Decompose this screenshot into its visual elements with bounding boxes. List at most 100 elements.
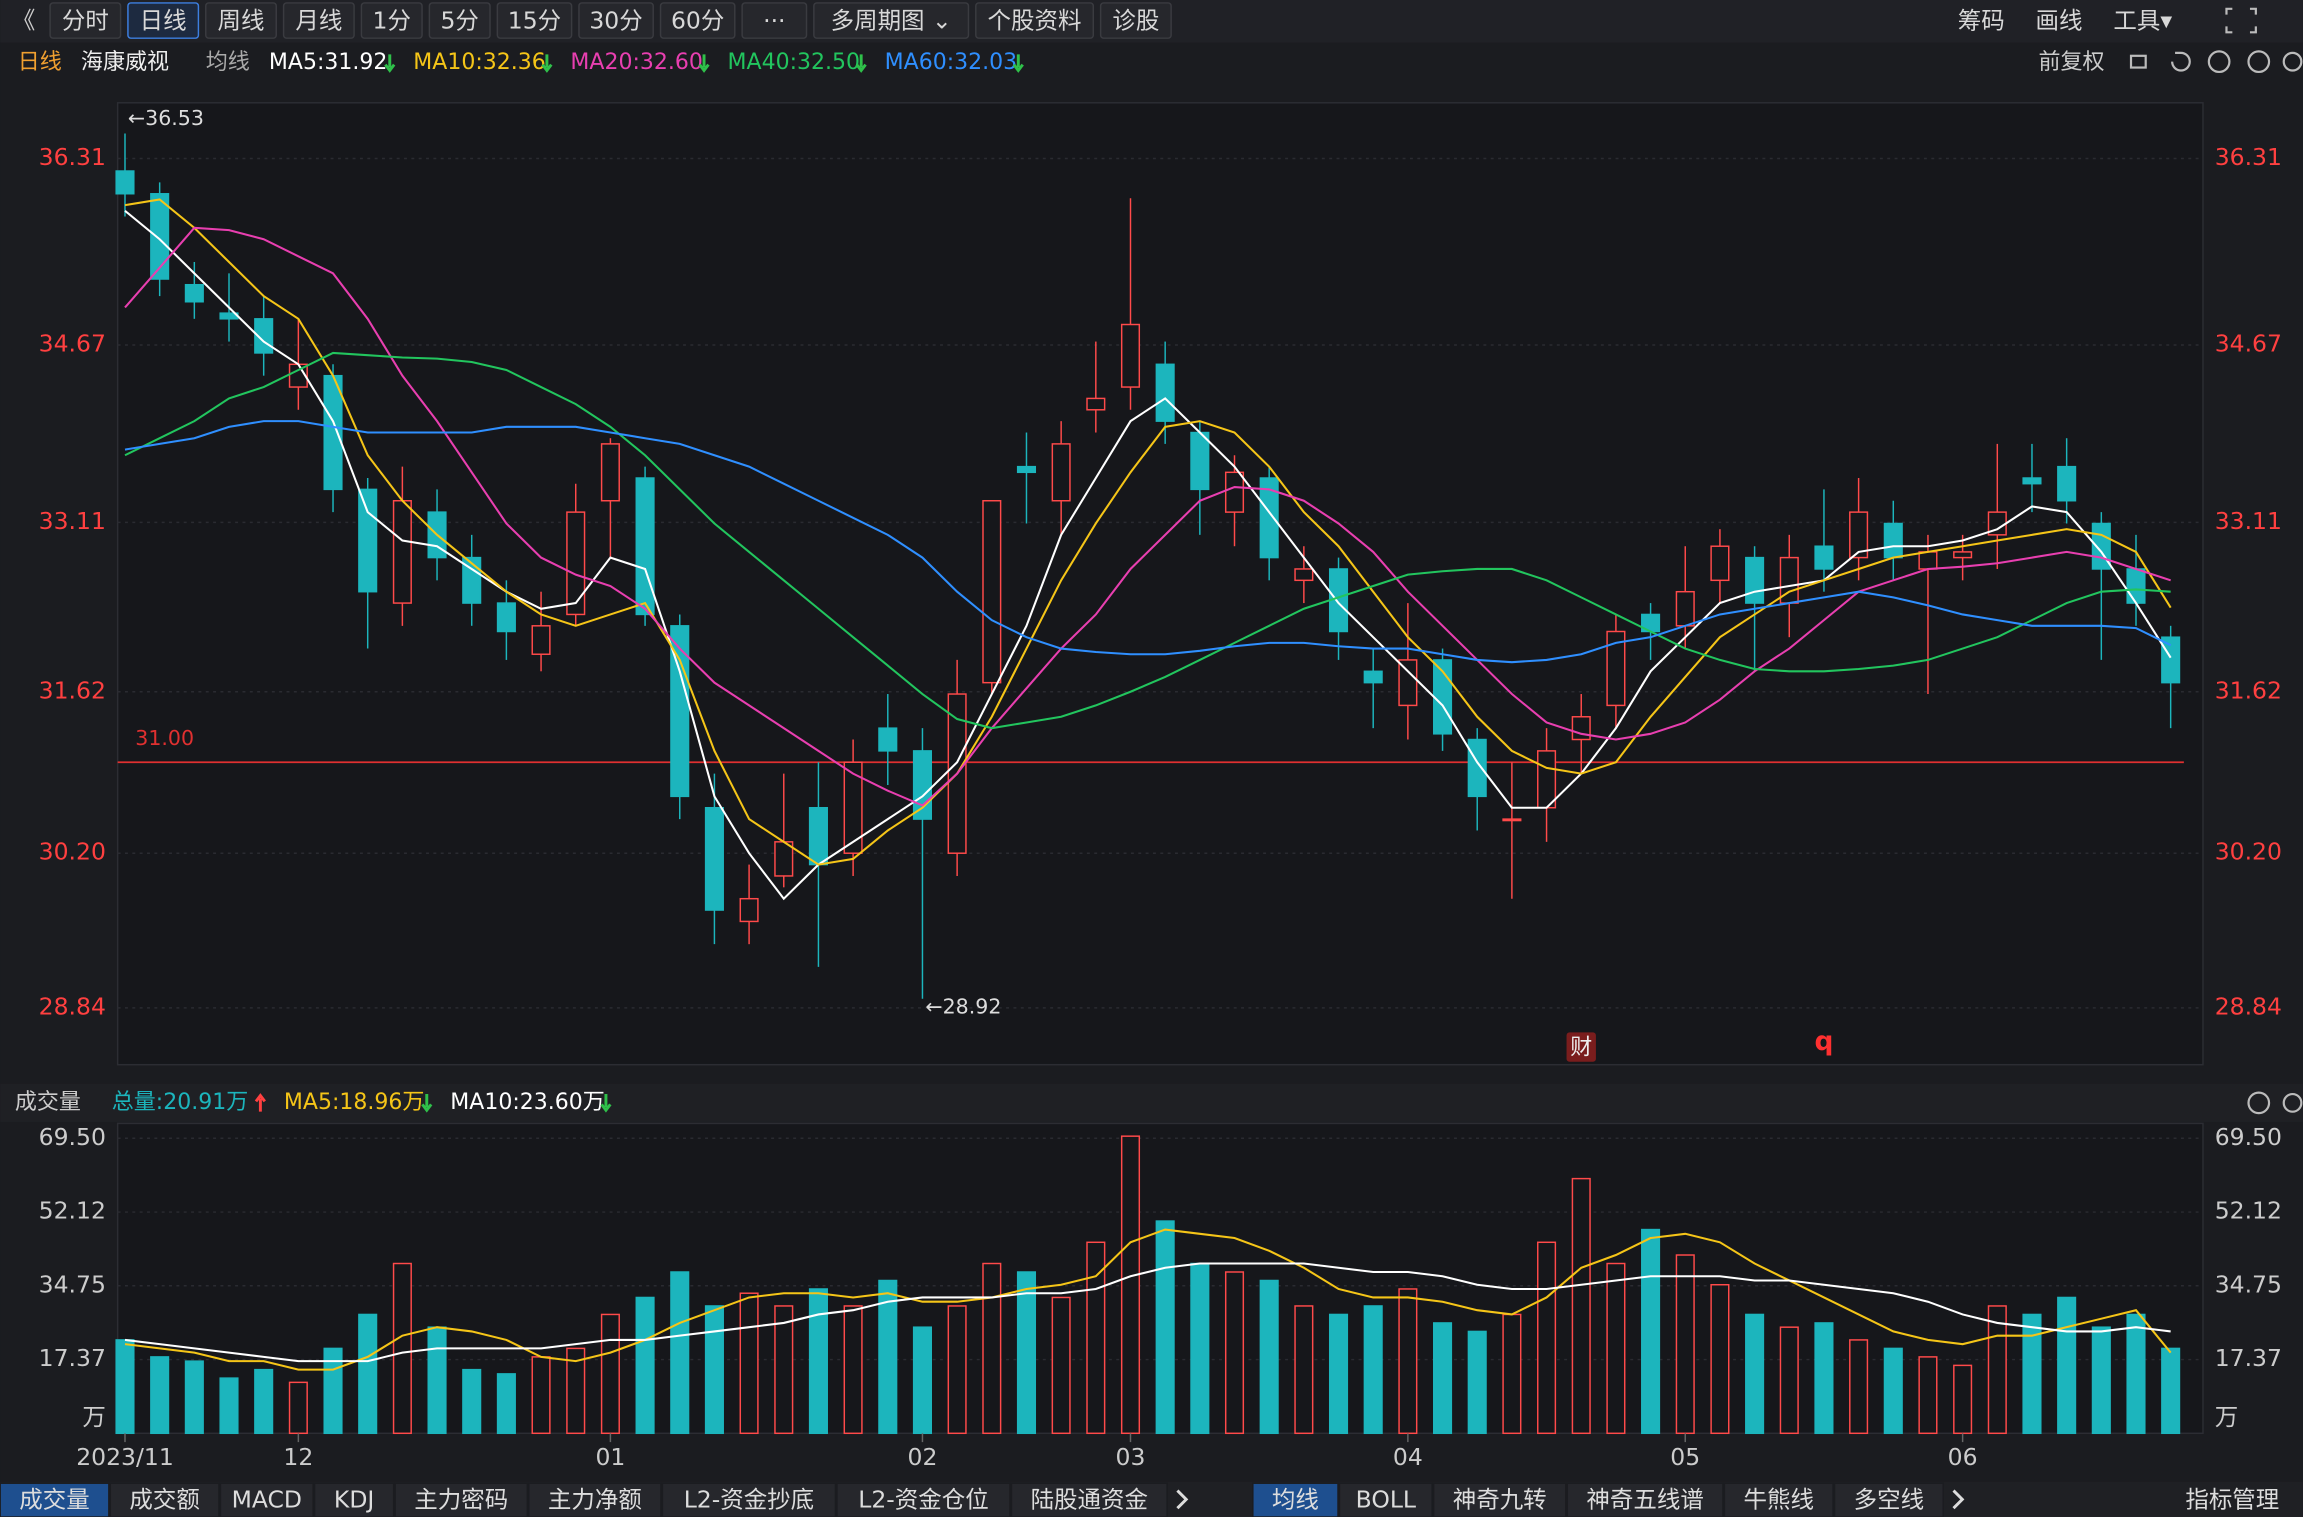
y-tick-label: 34.75 bbox=[39, 1270, 106, 1298]
trend-arrow bbox=[600, 1094, 612, 1113]
toolbar-button-bg[interactable] bbox=[496, 2, 573, 39]
zoom-out-icon[interactable] bbox=[2247, 50, 2271, 74]
toolbar-tool[interactable]: 筹码 bbox=[1958, 7, 2005, 35]
panel-settings-icon[interactable] bbox=[2282, 1092, 2303, 1113]
toolbar-button[interactable]: 30分 bbox=[589, 7, 642, 35]
candle-body bbox=[323, 374, 343, 491]
close-icon[interactable] bbox=[2247, 1091, 2271, 1115]
tab-bg[interactable] bbox=[1010, 1482, 1168, 1517]
tab-bg[interactable] bbox=[661, 1482, 837, 1517]
tab[interactable]: BOLL bbox=[1356, 1485, 1416, 1513]
toolbar-button-bg[interactable] bbox=[975, 2, 1095, 39]
min-annotation: ←28.92 bbox=[925, 995, 1001, 1019]
toolbar-button[interactable]: 1分 bbox=[373, 7, 411, 35]
event-marker[interactable]: q bbox=[1814, 1026, 1833, 1057]
tab[interactable]: KDJ bbox=[334, 1485, 374, 1513]
toolbar-button[interactable]: 日线 bbox=[140, 7, 187, 35]
candle-body bbox=[1710, 545, 1730, 582]
tab[interactable]: 神奇五线谱 bbox=[1586, 1485, 1703, 1513]
tab-bg[interactable] bbox=[109, 1482, 220, 1517]
toolbar-tool[interactable]: 工具▾ bbox=[2113, 7, 2172, 35]
toolbar-button[interactable]: ··· bbox=[763, 7, 785, 35]
tab-bg[interactable] bbox=[394, 1482, 529, 1517]
tab-bg[interactable] bbox=[836, 1482, 1011, 1517]
volume-bar bbox=[392, 1262, 412, 1435]
tab-bg[interactable] bbox=[528, 1482, 662, 1517]
toolbar-button-bg[interactable] bbox=[813, 2, 970, 39]
toolbar-button[interactable]: 分时 bbox=[62, 7, 109, 35]
event-marker[interactable]: 财 bbox=[1570, 1036, 1592, 1061]
toolbar-button[interactable]: 60分 bbox=[671, 7, 724, 35]
trend-arrow bbox=[698, 54, 710, 73]
tab-bg[interactable] bbox=[219, 1482, 314, 1517]
tab[interactable]: L2-资金抄底 bbox=[684, 1485, 814, 1513]
tab[interactable]: 主力净额 bbox=[548, 1485, 642, 1513]
toolbar-tool[interactable]: 画线 bbox=[2036, 7, 2083, 35]
volume-bar bbox=[670, 1271, 690, 1435]
toolbar-button[interactable]: 5分 bbox=[440, 7, 478, 35]
tab-bg[interactable] bbox=[1338, 1482, 1433, 1517]
tab[interactable]: 神奇九转 bbox=[1453, 1485, 1547, 1513]
volume-bar bbox=[427, 1326, 447, 1435]
candle-body bbox=[1745, 556, 1765, 604]
tab-bg[interactable] bbox=[313, 1482, 395, 1517]
volume-bar bbox=[1537, 1241, 1557, 1435]
adjust-mode[interactable]: 前复权 bbox=[2038, 50, 2104, 75]
toolbar-button[interactable]: 诊股 bbox=[1112, 7, 1159, 35]
candle-body bbox=[600, 443, 620, 502]
toolbar-button[interactable]: 周线 bbox=[218, 7, 265, 35]
tab-bg[interactable] bbox=[0, 1482, 110, 1517]
tab[interactable]: MACD bbox=[232, 1485, 302, 1513]
tab[interactable]: L2-资金仓位 bbox=[858, 1485, 988, 1513]
tab-bg[interactable] bbox=[1566, 1482, 1724, 1517]
toolbar-button-bg[interactable] bbox=[127, 2, 200, 39]
tab[interactable]: 牛熊线 bbox=[1744, 1485, 1814, 1513]
volume-bar bbox=[1641, 1228, 1661, 1435]
indicator-manager[interactable]: 指标管理 bbox=[2185, 1485, 2279, 1513]
candle-body bbox=[2126, 568, 2146, 604]
toolbar-button-bg[interactable] bbox=[205, 2, 277, 39]
tab-scroll-arrow[interactable] bbox=[1176, 1489, 1189, 1510]
toolbar-button-bg[interactable] bbox=[428, 2, 491, 39]
tab[interactable]: 主力密码 bbox=[414, 1485, 508, 1513]
volume-bar bbox=[843, 1305, 863, 1435]
toolbar-button-bg[interactable] bbox=[282, 2, 355, 39]
y-tick-label-right: 30.20 bbox=[2215, 838, 2282, 866]
x-tick-label: 02 bbox=[908, 1443, 938, 1471]
y-tick-label-right: 17.37 bbox=[2215, 1344, 2282, 1372]
back-button[interactable]: 《 bbox=[12, 7, 35, 35]
toolbar-button-bg[interactable] bbox=[1099, 2, 1172, 39]
y-tick-label-right: 52.12 bbox=[2215, 1197, 2282, 1225]
tab[interactable]: 成交量 bbox=[19, 1485, 89, 1513]
toolbar-button[interactable]: 个股资料 bbox=[988, 7, 1082, 35]
toolbar-button-bg[interactable] bbox=[360, 2, 423, 39]
candle-body bbox=[2057, 465, 2077, 502]
tab-bg[interactable] bbox=[1833, 1482, 1944, 1517]
tab-bg[interactable] bbox=[1723, 1482, 1834, 1517]
toolbar-button[interactable]: 月线 bbox=[295, 7, 342, 35]
tab[interactable]: 成交额 bbox=[129, 1485, 199, 1513]
zoom-in-icon[interactable] bbox=[2207, 50, 2231, 74]
toolbar-button[interactable]: 15分 bbox=[508, 7, 561, 35]
tab[interactable]: 均线 bbox=[1272, 1485, 1319, 1513]
toolbar-button[interactable]: 多周期图 ⌄ bbox=[831, 7, 952, 35]
tab[interactable]: 多空线 bbox=[1854, 1485, 1924, 1513]
undo-icon[interactable] bbox=[2171, 51, 2191, 72]
window-icons bbox=[2129, 7, 2303, 1115]
volume-bar bbox=[2057, 1296, 2077, 1435]
candle-body bbox=[184, 283, 204, 303]
tab-bg[interactable] bbox=[1252, 1482, 1339, 1517]
lock-icon[interactable] bbox=[2129, 54, 2147, 69]
candle-body bbox=[1224, 471, 1245, 513]
fullscreen-icon[interactable] bbox=[2225, 7, 2257, 34]
toolbar-button-bg[interactable] bbox=[659, 2, 736, 39]
settings-icon[interactable] bbox=[2282, 51, 2303, 72]
tab-scroll-arrow[interactable] bbox=[1952, 1489, 1965, 1510]
tab[interactable]: 陆股通资金 bbox=[1031, 1485, 1148, 1513]
toolbar-button-bg[interactable] bbox=[49, 2, 122, 39]
toolbar-button-bg[interactable] bbox=[741, 2, 808, 39]
toolbar-button-bg[interactable] bbox=[578, 2, 654, 39]
x-tick-label: 2023/11 bbox=[76, 1443, 174, 1471]
tab-bg[interactable] bbox=[1432, 1482, 1567, 1517]
volume-bar bbox=[774, 1305, 794, 1435]
